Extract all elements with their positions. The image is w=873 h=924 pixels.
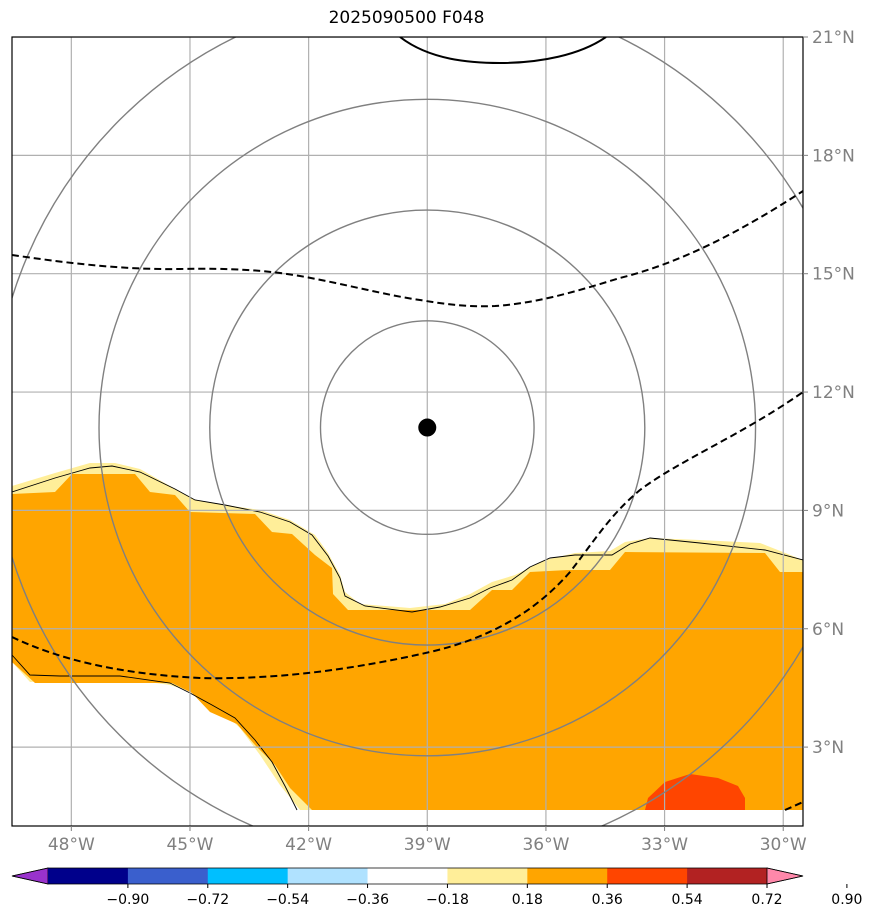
dashed-contour-north [12,190,803,308]
colorbar-segment [207,868,289,884]
colorbar-segment [447,868,528,884]
lon-tick-label: 45°W [166,835,213,855]
lon-tick-label: 36°W [522,835,569,855]
lat-tick-label: 18°N [812,146,855,166]
colorbar-extend-high [766,867,804,885]
colorbar-segment [527,868,608,884]
colorbar-segment [127,868,209,884]
colorbar-tick-label: −0.36 [346,892,389,908]
lat-tick-label: 12°N [812,383,855,403]
colorbar-tick-label: −0.18 [426,892,469,908]
map-title: 2025090500 F048 [328,8,485,28]
range-ring [209,209,646,646]
lat-tick-label: 6°N [812,620,844,640]
colorbar-tick-label: 0.72 [751,892,782,908]
colorbar-segment [367,868,448,884]
colorbar-tick-label: −0.54 [266,892,309,908]
colorbar-extend-low [11,867,49,885]
lon-tick-label: 42°W [285,835,332,855]
solid-contour-top [399,37,607,65]
thin-contour-south [12,654,298,811]
lon-tick-label: 30°W [760,835,807,855]
storm-center-marker [418,418,437,437]
colorbar-tick-label: 0.54 [672,892,703,908]
lat-tick-label: 15°N [812,265,855,285]
colorbar-tick-label: −0.90 [106,892,149,908]
colorbar-tick-label: −0.72 [186,892,229,908]
shaded-region-orange [12,474,803,810]
colorbar-segment [287,868,369,884]
range-rings [12,37,803,826]
axis-ticks: 48°W 45°W 42°W 39°W 36°W 33°W 30°W 3°N 6°N 9°N 12°… [48,28,855,855]
range-ring [319,320,535,536]
colorbar: −0.90 −0.72 −0.54 −0.36 −0.18 0.18 0.36 0.54 0.7… [11,867,862,908]
lon-tick-label: 33°W [641,835,688,855]
colorbar-tick-label: 0.18 [512,892,543,908]
plot-border [11,36,804,827]
shaded-region-red [645,774,745,810]
lat-tick-label: 9°N [812,501,844,521]
dashed-contour-corner [784,801,803,811]
range-ring [98,98,757,757]
colorbar-segment [48,868,129,884]
dashed-contour-east [12,391,803,680]
lat-tick-label: 21°N [812,28,855,48]
colorbar-outline [11,867,804,885]
thin-contour-north [12,465,803,613]
colorbar-segment [607,868,688,884]
colorbar-segment [687,868,768,884]
lon-tick-label: 48°W [48,835,95,855]
lat-tick-label: 3°N [812,738,844,758]
lon-tick-label: 39°W [404,835,451,855]
colorbar-tick-label: 0.36 [592,892,623,908]
colorbar-tick-label: 0.90 [831,892,862,908]
